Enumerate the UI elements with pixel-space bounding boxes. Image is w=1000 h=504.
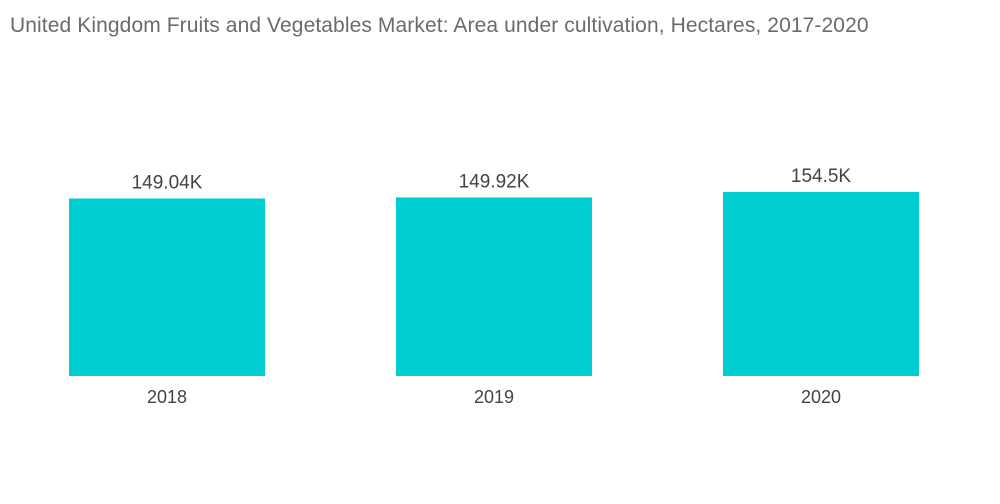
x-tick-label-2020: 2020 (801, 387, 841, 407)
data-label-2020: 154.5K (791, 166, 852, 187)
bar-2019 (396, 197, 592, 376)
x-tick-label-2018: 2018 (147, 387, 187, 407)
data-label-2019: 149.92K (459, 171, 530, 192)
bar-2018 (69, 198, 265, 376)
x-tick-label-2019: 2019 (474, 387, 514, 407)
chart-title: United Kingdom Fruits and Vegetables Mar… (10, 14, 869, 37)
data-label-2018: 149.04K (132, 173, 203, 194)
bar-2020 (723, 192, 919, 376)
